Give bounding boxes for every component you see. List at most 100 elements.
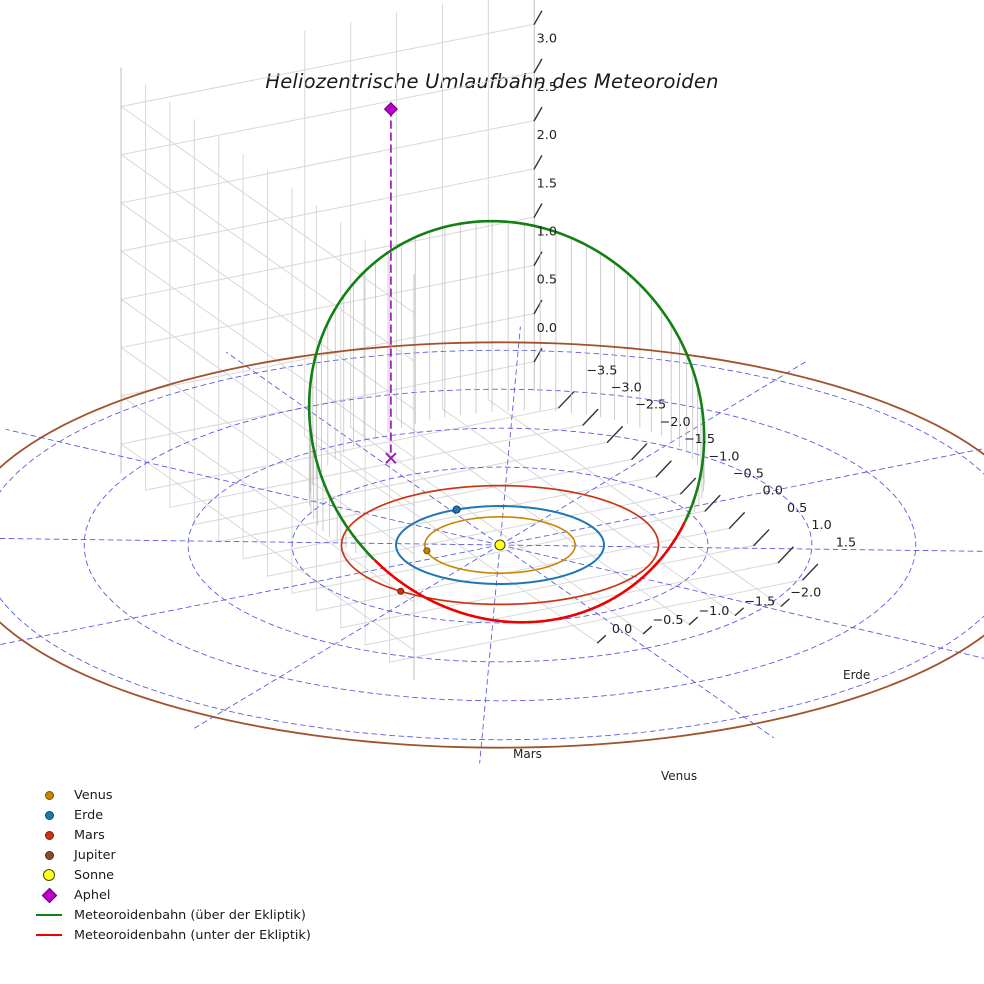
z-tick-label: 1.5 xyxy=(537,176,557,191)
z-tick-label: 3.0 xyxy=(537,32,557,47)
y-tick-label: −1.0 xyxy=(698,604,729,619)
floor-gridline xyxy=(267,493,682,577)
pane-gridline-horizontal xyxy=(120,443,415,651)
floor-gridline xyxy=(291,510,706,594)
floor-gridline xyxy=(340,544,755,629)
axis-ticks-layer xyxy=(533,10,819,644)
y-tick-label: −2.0 xyxy=(790,585,821,600)
pane-gridline-horizontal xyxy=(120,71,535,156)
marker-sonne xyxy=(494,539,506,551)
x-tick-label: −3.5 xyxy=(586,363,617,378)
label-mars: Mars xyxy=(513,747,542,761)
marker-aphel xyxy=(383,102,398,117)
x-tick-label: 0.0 xyxy=(763,484,783,499)
marker-erde xyxy=(452,505,461,514)
tick-labels-layer: −3.5 −3.0 −2.5 −2.0 −1.5 −1.0 −0.5 0.0 0.5 1.0 1.5… xyxy=(537,32,857,637)
y-tick-label: −1.5 xyxy=(744,595,775,610)
x-axis-tick xyxy=(680,477,697,495)
x-axis-tick xyxy=(802,563,819,581)
x-tick-label: 0.5 xyxy=(787,501,807,516)
planet-orbit-marsbahn xyxy=(340,484,660,606)
z-tick-label: 0.5 xyxy=(537,273,557,288)
legend-aphel[interactable]: Aphel xyxy=(32,885,362,905)
floor-gridline xyxy=(487,399,782,607)
x-axis-tick xyxy=(606,426,623,443)
polar-grid-ray xyxy=(5,428,501,546)
y-axis-tick xyxy=(780,598,790,607)
marker-mars xyxy=(397,587,405,595)
pane-grid-layer xyxy=(120,0,804,680)
legend-item-label: Meteoroidenbahn (unter der Ekliptik) xyxy=(74,927,311,943)
polar-grid-ray xyxy=(499,326,521,546)
planet-orbits-layer xyxy=(0,341,984,749)
x-axis-tick xyxy=(582,408,599,426)
pane-gridline-horizontal xyxy=(120,250,415,459)
label-venus: Venus xyxy=(661,769,697,783)
legend-item-label: Mars xyxy=(74,827,105,843)
planet-orbit-jupiterbahn xyxy=(0,341,984,749)
line-icon xyxy=(36,914,62,916)
legend-marker-swatch xyxy=(32,845,66,865)
label-erde: Erde xyxy=(843,668,870,682)
z-axis-tick xyxy=(533,10,543,25)
x-tick-label: −1.5 xyxy=(684,432,715,447)
legend-orbit-above[interactable]: Meteoroidenbahn (über der Ekliptik) xyxy=(32,905,362,925)
legend-orbit-below[interactable]: Meteoroidenbahn (unter der Ekliptik) xyxy=(32,925,362,945)
polar-grid-circle xyxy=(187,427,813,663)
line-icon xyxy=(36,934,62,936)
floor-gridline xyxy=(193,441,608,526)
floor-gridline xyxy=(315,527,731,612)
meteoroid-orbit-above-ecliptic xyxy=(307,219,706,561)
circle-icon xyxy=(44,790,54,800)
legend-erde[interactable]: Erde xyxy=(32,805,362,825)
x-axis-tick xyxy=(753,529,770,547)
pane-gridline-horizontal xyxy=(120,395,415,603)
legend-line-swatch xyxy=(32,925,66,945)
legend-sonne[interactable]: Sonne xyxy=(32,865,362,885)
meteoroid-orbit-below-ecliptic xyxy=(494,521,686,624)
body-markers-layer xyxy=(383,102,506,595)
circle-icon xyxy=(44,850,54,860)
y-axis-tick xyxy=(596,634,607,644)
floor-gridline xyxy=(169,424,584,508)
legend-marker-swatch xyxy=(32,785,66,805)
circle-icon xyxy=(44,810,54,820)
pane-gridline-horizontal xyxy=(120,154,415,362)
floor-gridline xyxy=(389,579,804,663)
x-tick-label: 1.5 xyxy=(836,535,856,550)
legend-item-label: Aphel xyxy=(74,887,111,903)
legend-item-label: Erde xyxy=(74,807,104,823)
circle-icon xyxy=(44,830,54,840)
marker-venus xyxy=(423,547,431,555)
legend-venus[interactable]: Venus xyxy=(32,785,362,805)
legend-item-label: Jupiter xyxy=(74,847,116,863)
floor-gridline xyxy=(218,458,633,543)
legend-marker-swatch xyxy=(32,805,66,825)
pane-gridline-horizontal xyxy=(120,216,535,300)
z-axis-tick xyxy=(533,58,543,74)
x-axis-tick xyxy=(728,512,745,529)
legend-item-label: Venus xyxy=(74,787,113,803)
pane-gridline-horizontal xyxy=(120,105,415,314)
y-axis-tick xyxy=(688,616,698,626)
x-axis-tick xyxy=(777,546,794,564)
polar-grid-ray xyxy=(499,448,984,546)
x-axis-tick xyxy=(704,494,721,512)
z-tick-label: 0.0 xyxy=(537,321,557,336)
legend: Venus Erde Mars Jupiter Sonne Aphel Meteoroide… xyxy=(32,785,362,945)
polar-grid-ray xyxy=(479,544,501,764)
x-tick-label: −0.5 xyxy=(733,466,764,481)
planet-orbit-erdebahn xyxy=(395,505,605,585)
polar-grid-ray xyxy=(226,351,501,546)
floor-gridline xyxy=(144,407,560,491)
legend-item-label: Meteoroidenbahn (über der Ekliptik) xyxy=(74,907,306,923)
planet-orbit-venusbahn xyxy=(424,516,576,574)
legend-jupiter[interactable]: Jupiter xyxy=(32,845,362,865)
x-tick-label: −1.0 xyxy=(708,449,739,464)
floor-gridline xyxy=(304,435,599,644)
pane-gridline-horizontal xyxy=(120,120,535,204)
z-axis-tick xyxy=(533,155,543,170)
legend-mars[interactable]: Mars xyxy=(32,825,362,845)
